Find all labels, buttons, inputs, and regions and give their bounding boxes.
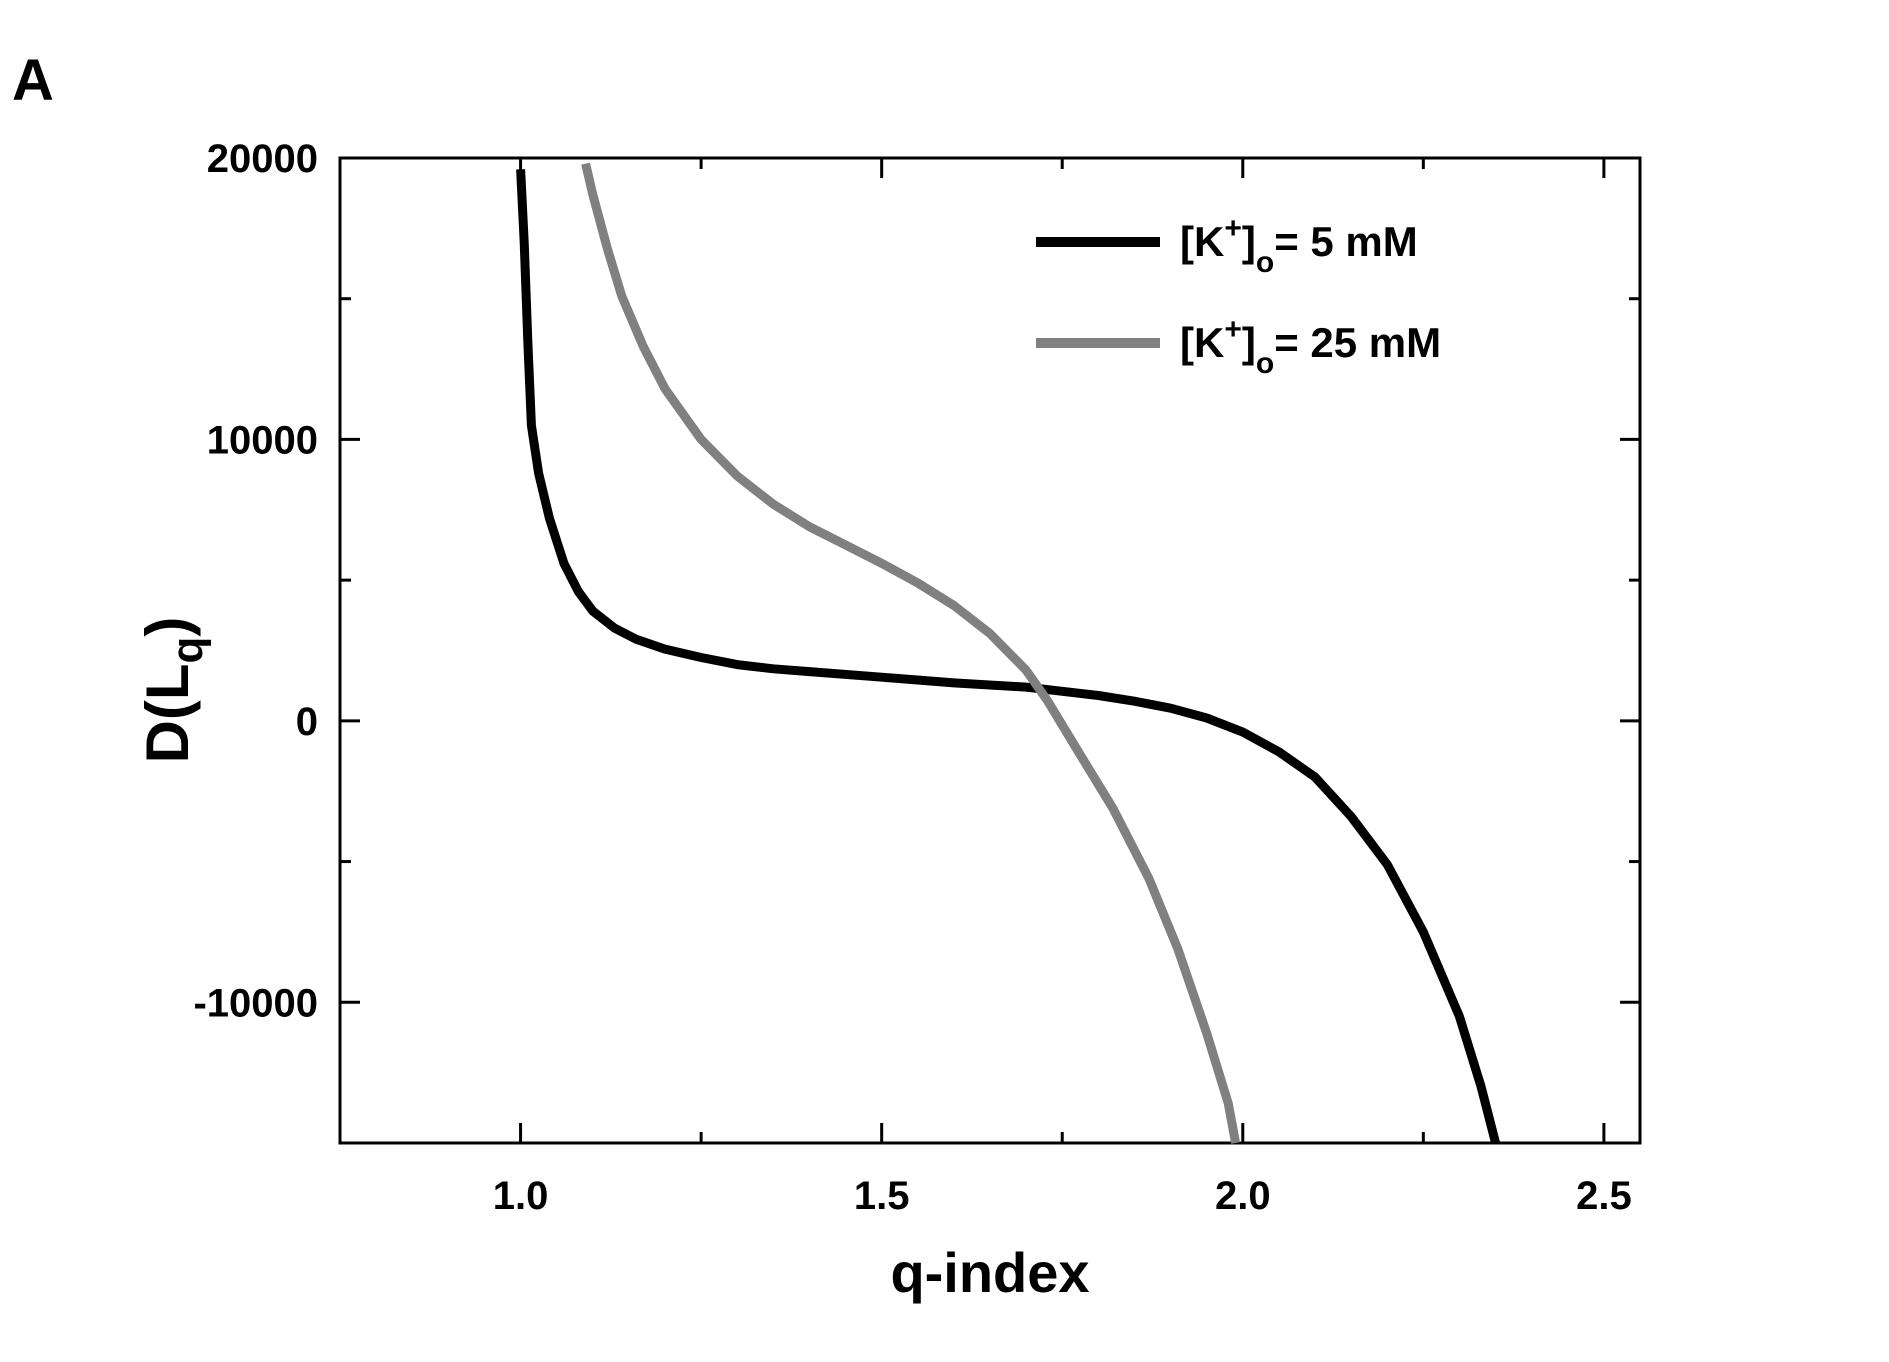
y-tick-label: 20000	[207, 137, 318, 181]
y-tick-label: -10000	[193, 981, 318, 1025]
axis-ticks	[340, 156, 1640, 1143]
y-axis-title-main: D(L	[134, 663, 201, 763]
x-tick-labels: 1.0 1.5 2.0 2.5	[493, 1174, 1632, 1218]
series-line-5mm	[516, 169, 1500, 1145]
y-axis-title-close: )	[134, 617, 201, 637]
legend-label-25mm: [K+]o= 25 mM	[1180, 313, 1441, 380]
x-tick-label: 2.5	[1576, 1174, 1632, 1218]
y-tick-label: 10000	[207, 418, 318, 462]
x-tick-label: 1.5	[854, 1174, 910, 1218]
plot-area	[338, 156, 1642, 1145]
y-tick-label: 0	[296, 700, 318, 744]
x-axis-title: q-index	[890, 1241, 1089, 1304]
x-tick-label: 1.0	[493, 1174, 549, 1218]
y-tick-labels: 20000 10000 0 -10000	[193, 137, 318, 1025]
series-layer	[516, 162, 1500, 1145]
legend: [K+]o= 5 mM [K+]o= 25 mM	[1036, 212, 1441, 380]
y-axis-title-sub: q	[163, 637, 212, 664]
legend-label-5mm: [K+]o= 5 mM	[1180, 212, 1418, 279]
x-tick-label: 2.0	[1215, 1174, 1271, 1218]
panel-label: A	[12, 48, 54, 113]
plot-frame	[338, 156, 1642, 1145]
y-axis-title: D(Lq)	[134, 617, 212, 764]
series-line-25mm	[581, 162, 1241, 1144]
